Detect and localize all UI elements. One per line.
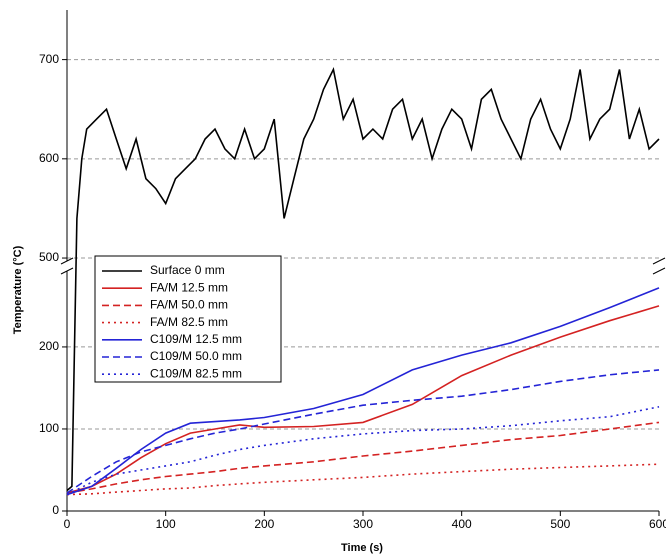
x-tick-label: 400 xyxy=(452,517,472,531)
series-line xyxy=(66,369,660,494)
series-line xyxy=(66,305,660,494)
axis-break xyxy=(60,267,74,275)
x-tick-label: 0 xyxy=(64,517,71,531)
x-tick-label: 500 xyxy=(550,517,570,531)
x-tick-label: 100 xyxy=(156,517,176,531)
y-tick-label: 500 xyxy=(39,250,59,264)
x-tick-label: 600 xyxy=(649,517,666,531)
series-line xyxy=(66,463,660,496)
axis-break xyxy=(60,257,74,265)
y-axis-label: Temperature (°C) xyxy=(12,245,24,334)
series-line xyxy=(66,67,660,492)
legend-label: C109/M 50.0 mm xyxy=(150,349,242,363)
y-tick-label: 100 xyxy=(39,421,59,435)
axis-break xyxy=(652,267,666,275)
legend-label: FA/M 50.0 mm xyxy=(150,298,228,312)
axis-break xyxy=(652,257,666,265)
legend-box xyxy=(94,255,282,383)
series-line xyxy=(66,287,660,496)
x-axis-label: Time (s) xyxy=(341,542,383,554)
legend-label: FA/M 12.5 mm xyxy=(150,280,228,294)
legend-label: Surface 0 mm xyxy=(150,263,225,277)
series-line xyxy=(66,406,660,496)
legend-label: FA/M 82.5 mm xyxy=(150,315,228,329)
y-tick-label: 700 xyxy=(39,52,59,66)
y-tick-label: 600 xyxy=(39,151,59,165)
series-line xyxy=(66,421,660,494)
y-tick-label: 200 xyxy=(39,339,59,353)
x-tick-label: 300 xyxy=(353,517,373,531)
legend-label: C109/M 82.5 mm xyxy=(150,366,242,380)
x-tick-label: 200 xyxy=(254,517,274,531)
y-tick-label: 0 xyxy=(52,503,59,517)
legend-label: C109/M 12.5 mm xyxy=(150,332,242,346)
